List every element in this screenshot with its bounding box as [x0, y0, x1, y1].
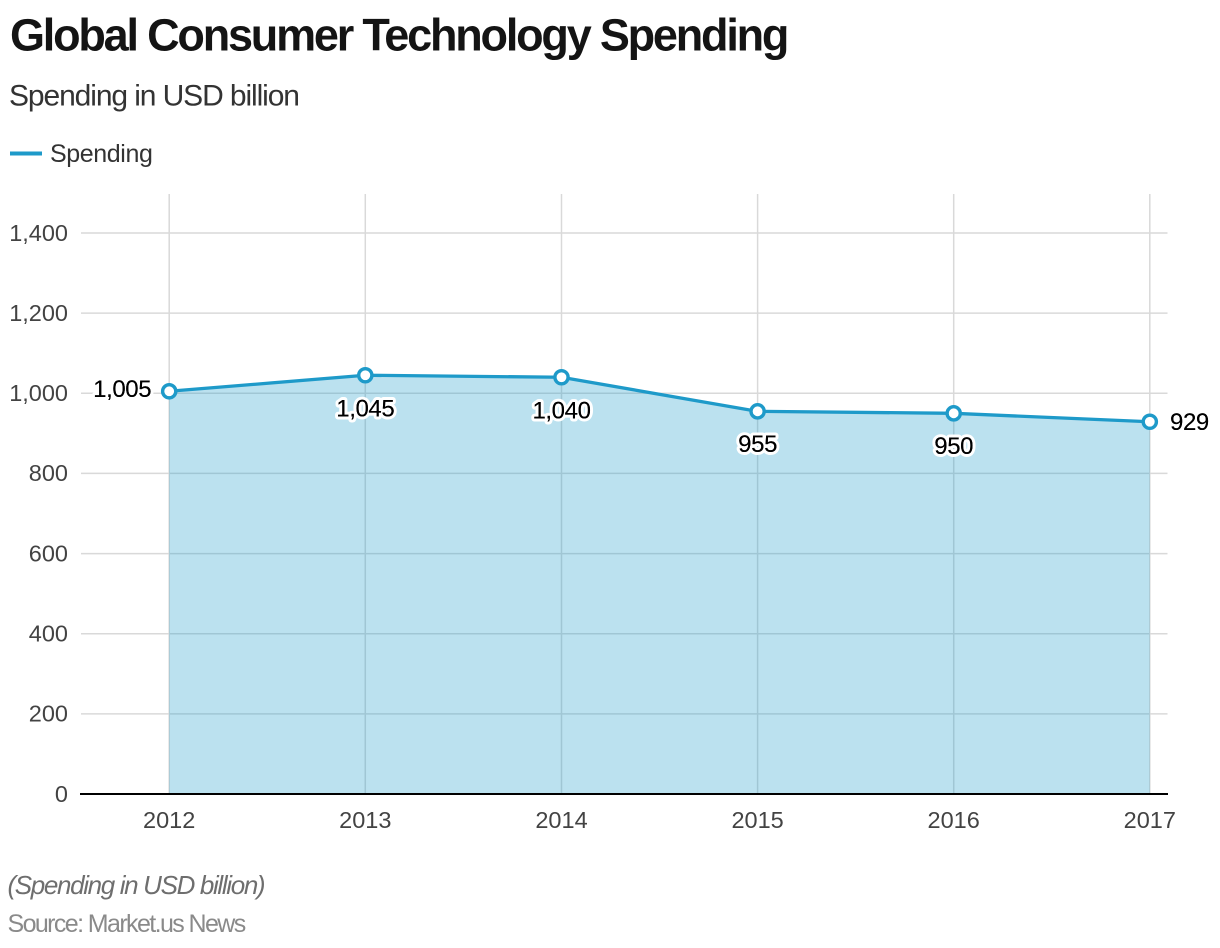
svg-text:800: 800	[29, 460, 68, 486]
svg-text:400: 400	[29, 621, 68, 647]
svg-text:950: 950	[934, 433, 973, 460]
svg-text:955: 955	[738, 431, 777, 458]
svg-text:929: 929	[1170, 409, 1209, 436]
svg-text:2012: 2012	[143, 807, 195, 833]
svg-text:955: 955	[738, 431, 777, 458]
svg-text:1,005: 1,005	[93, 376, 151, 403]
svg-text:600: 600	[29, 540, 68, 566]
svg-text:1,200: 1,200	[9, 300, 68, 326]
svg-text:2014: 2014	[535, 807, 587, 833]
svg-text:(Spending in USD billion): (Spending in USD billion)	[8, 870, 265, 900]
svg-text:929: 929	[1170, 409, 1209, 436]
svg-text:1,005: 1,005	[93, 376, 151, 403]
svg-text:Spending: Spending	[50, 140, 152, 168]
svg-text:950: 950	[934, 433, 973, 460]
svg-text:1,400: 1,400	[9, 220, 68, 246]
svg-text:Spending in USD billion: Spending in USD billion	[9, 80, 299, 113]
svg-text:Global Consumer Technology Spe: Global Consumer Technology Spending	[10, 10, 787, 61]
svg-text:2015: 2015	[731, 807, 783, 833]
svg-text:0: 0	[55, 781, 68, 807]
svg-text:1,040: 1,040	[532, 397, 590, 424]
svg-text:Source: Market.us News: Source: Market.us News	[8, 910, 246, 938]
svg-text:2017: 2017	[1124, 807, 1176, 833]
svg-text:1,045: 1,045	[336, 396, 394, 423]
svg-text:1,040: 1,040	[532, 397, 590, 424]
svg-text:2013: 2013	[339, 807, 391, 833]
svg-text:1,045: 1,045	[336, 396, 394, 423]
svg-text:1,000: 1,000	[9, 380, 68, 406]
svg-text:2016: 2016	[928, 807, 980, 833]
svg-text:200: 200	[29, 701, 68, 727]
